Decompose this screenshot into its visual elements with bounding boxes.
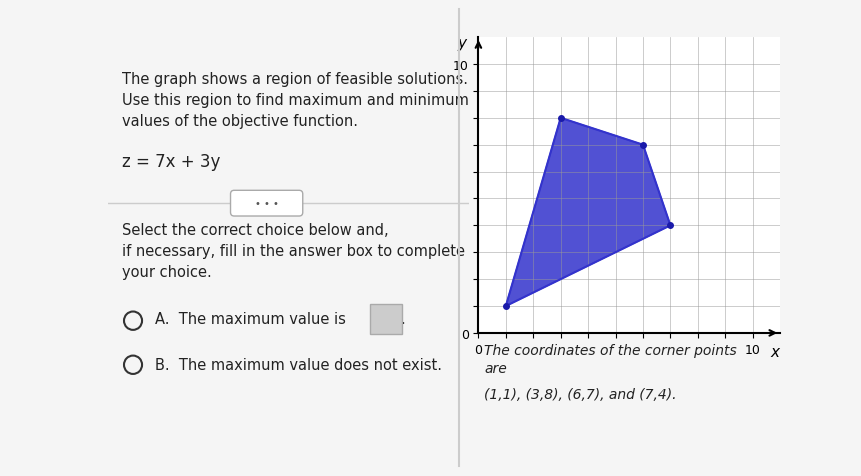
Text: x: x [769, 345, 778, 359]
Text: B.  The maximum value does not exist.: B. The maximum value does not exist. [154, 357, 441, 373]
FancyBboxPatch shape [230, 191, 302, 217]
Polygon shape [505, 119, 670, 307]
Text: z = 7x + 3y: z = 7x + 3y [122, 152, 220, 170]
Text: y: y [457, 36, 466, 51]
Text: The coordinates of the corner points
are: The coordinates of the corner points are [484, 343, 736, 376]
FancyBboxPatch shape [369, 305, 401, 334]
Text: Select the correct choice below and,
if necessary, fill in the answer box to com: Select the correct choice below and, if … [122, 222, 465, 279]
Text: • • •: • • • [254, 199, 278, 208]
Text: (1,1), (3,8), (6,7), and (7,4).: (1,1), (3,8), (6,7), and (7,4). [484, 387, 676, 401]
Text: The graph shows a region of feasible solutions.
Use this region to find maximum : The graph shows a region of feasible sol… [122, 72, 468, 129]
Text: A.  The maximum value is: A. The maximum value is [154, 312, 345, 327]
Text: .: . [400, 312, 405, 327]
